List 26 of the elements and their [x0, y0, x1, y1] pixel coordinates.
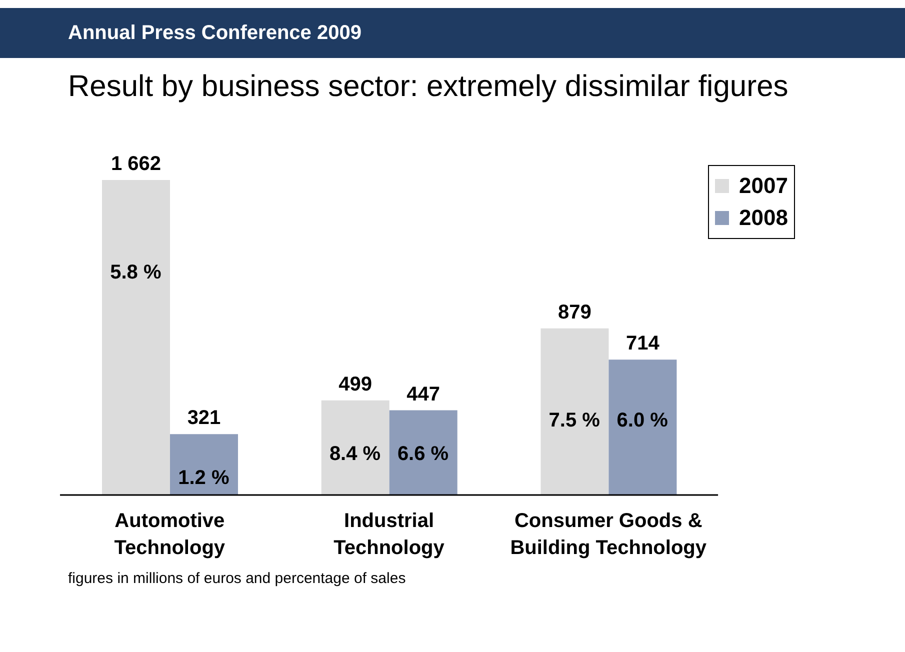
- bar: [102, 180, 170, 495]
- bar: [321, 400, 390, 495]
- x-tick-label: Automotive Technology: [114, 510, 226, 559]
- chart-title: Annual Press Conference 2009: [0, 8, 905, 58]
- bar: [540, 328, 609, 495]
- data-label: 879: [558, 301, 592, 324]
- x-tick-label: Consumer Goods & Building Technology: [510, 510, 708, 559]
- data-label: 1 662: [110, 153, 162, 175]
- x-tick-label: Industrial Technology: [334, 510, 446, 559]
- data-label: 714: [626, 332, 660, 355]
- bar: [608, 360, 677, 495]
- annotation: 6.6 %: [397, 443, 449, 466]
- data-label: 499: [338, 373, 372, 396]
- data-label: 447: [406, 383, 440, 406]
- data-label: 321: [187, 407, 221, 430]
- chart-subtitle: Result by business sector: extremely dissimilar figures: [68, 70, 788, 104]
- annotation: 1.2 %: [178, 467, 230, 490]
- text: figures in millions of euros and percentage of sales: [68, 570, 406, 587]
- bar: [389, 410, 458, 495]
- legend-label: 2008: [738, 204, 788, 232]
- annotation: 6.0 %: [616, 410, 668, 432]
- annotation: 8.4 %: [329, 443, 381, 466]
- bar: [170, 434, 238, 495]
- legend-label: 2007: [738, 172, 788, 200]
- annotation: 5.8 %: [110, 261, 162, 284]
- annotation: 7.5 %: [548, 410, 600, 432]
